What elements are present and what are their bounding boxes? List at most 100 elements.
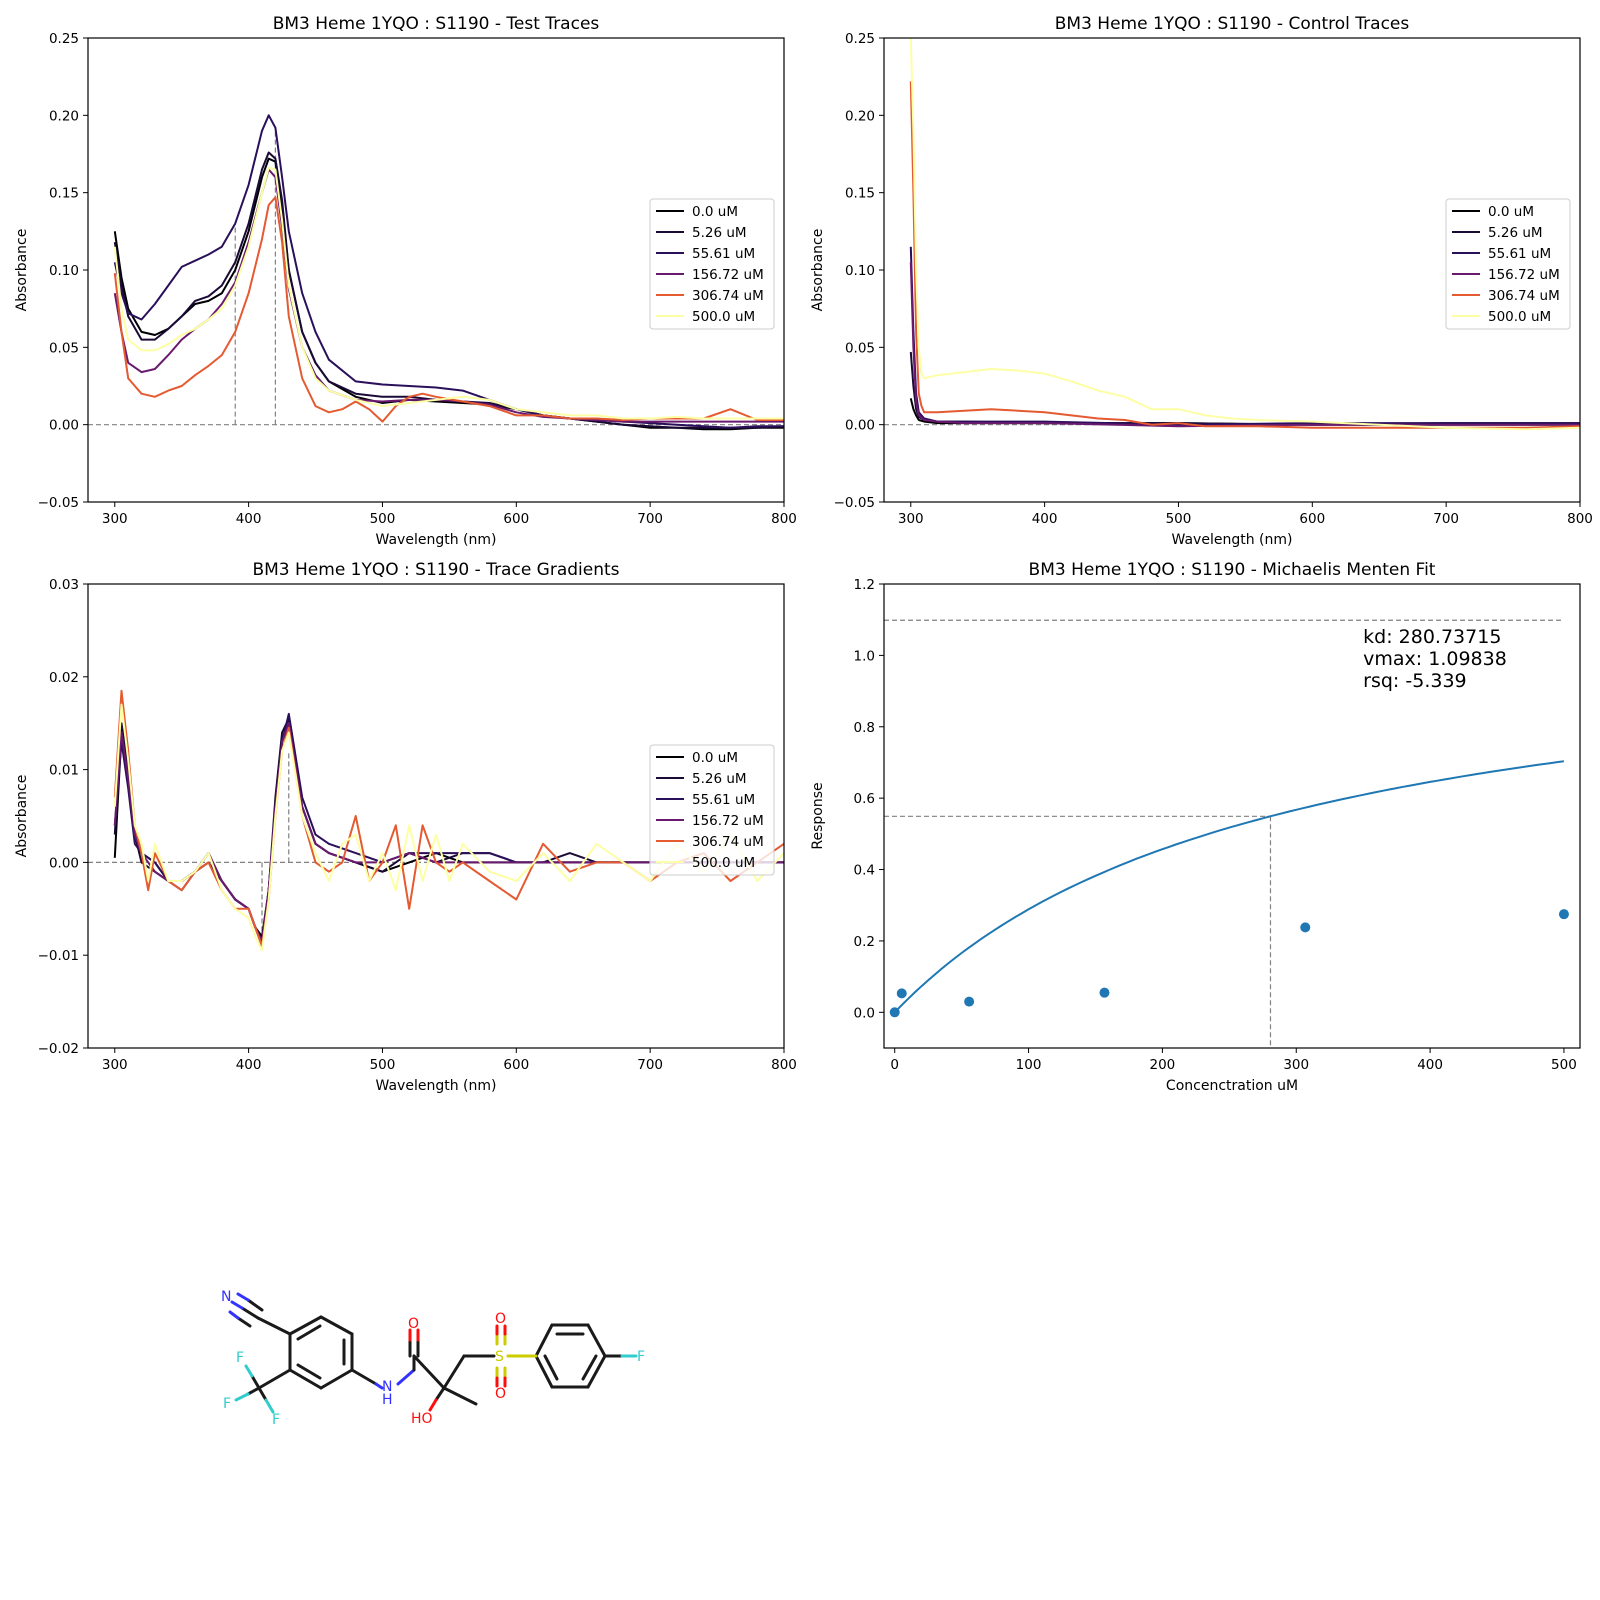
legend-entry: 306.74 uM — [1488, 288, 1560, 304]
y-tick-label: 0.6 — [854, 791, 875, 807]
aryl-f-label: F — [637, 1349, 645, 1365]
amide-h-label: H — [382, 1392, 393, 1408]
fit-annotation: rsq: -5.339 — [1363, 670, 1466, 692]
hydroxyl-bond — [428, 1386, 446, 1412]
amide-n-bonds — [374, 1354, 416, 1390]
chart-title: BM3 Heme 1YQO : S1190 - Michaelis Menten… — [1029, 560, 1436, 580]
legend-entry: 55.61 uM — [692, 246, 755, 262]
series-line — [909, 351, 1580, 426]
data-point — [1099, 987, 1110, 998]
y-tick-label: 0.8 — [854, 720, 875, 736]
series-line — [909, 262, 1580, 428]
x-tick-label: 600 — [503, 511, 529, 527]
y-tick-label: −0.05 — [834, 495, 875, 511]
y-tick-label: 1.0 — [854, 648, 875, 664]
data-point — [1300, 922, 1311, 933]
legend-entry: 500.0 uM — [1488, 309, 1551, 325]
x-tick-label: 400 — [1417, 1057, 1443, 1073]
data-point — [889, 1007, 900, 1018]
amide-n-label: N — [382, 1379, 392, 1395]
y-tick-label: 1.2 — [854, 577, 875, 593]
legend-entry: 500.0 uM — [692, 309, 755, 325]
legend-entry: 55.61 uM — [1488, 246, 1551, 262]
y-tick-label: 0.05 — [845, 340, 875, 356]
x-tick-label: 300 — [102, 511, 128, 527]
molecule-structure: N F F F O N H HO S O O F — [221, 1289, 645, 1428]
y-tick-label: −0.05 — [38, 495, 79, 511]
y-axis-label: Response — [810, 782, 826, 849]
series-line — [113, 151, 784, 429]
plot-frame — [87, 583, 785, 1049]
plot-frame — [87, 37, 785, 503]
plot-area — [884, 619, 1569, 1048]
x-tick-label: 100 — [1016, 1057, 1042, 1073]
x-axis-label: Wavelength (nm) — [1172, 532, 1293, 548]
y-axis-label: Absorbance — [14, 229, 30, 312]
x-tick-label: 800 — [771, 1057, 797, 1073]
x-tick-label: 500 — [370, 511, 396, 527]
x-tick-label: 200 — [1150, 1057, 1176, 1073]
x-tick-label: 500 — [1166, 511, 1192, 527]
y-tick-label: 0.10 — [49, 263, 79, 279]
y-tick-label: 0.10 — [845, 263, 875, 279]
y-tick-label: 0.01 — [49, 763, 79, 779]
x-tick-label: 800 — [771, 511, 797, 527]
legend: 0.0 uM 5.26 uM 55.61 uM 156.72 uM 306.74 uM 5… — [1445, 198, 1571, 330]
hydroxyl-label: HO — [411, 1411, 433, 1427]
x-tick-label: 700 — [637, 1057, 663, 1073]
legend-entry: 5.26 uM — [692, 771, 747, 787]
f-label-left: F — [223, 1396, 231, 1412]
x-tick-label: 700 — [1433, 511, 1459, 527]
plot-area — [88, 689, 784, 952]
x-tick-label: 400 — [236, 511, 262, 527]
y-tick-label: 0.00 — [49, 418, 79, 434]
legend: 0.0 uM 5.26 uM 55.61 uM 156.72 uM 306.74 uM 5… — [649, 198, 775, 330]
x-tick-label: 300 — [898, 511, 924, 527]
sulfonyl-o-bottom-label: O — [495, 1386, 506, 1402]
fit-annotation: kd: 280.73715 — [1363, 626, 1501, 648]
legend-entry: 156.72 uM — [692, 267, 764, 283]
sulfonyl-bonds — [486, 1324, 538, 1388]
trace-gradients-panel: BM3 Heme 1YQO : S1190 - Trace Gradients W… — [14, 560, 797, 1094]
legend-entry: 156.72 uM — [692, 813, 764, 829]
sulfonyl-o-top-label: O — [495, 1311, 506, 1327]
chart-title: BM3 Heme 1YQO : S1190 - Test Traces — [273, 14, 600, 34]
y-tick-label: 0.2 — [854, 934, 875, 950]
y-tick-label: 0.15 — [49, 186, 79, 202]
y-axis-label: Absorbance — [810, 229, 826, 312]
x-tick-label: 500 — [1551, 1057, 1577, 1073]
data-point — [964, 996, 975, 1007]
x-tick-label: 600 — [503, 1057, 529, 1073]
y-tick-label: 0.20 — [845, 108, 875, 124]
michaelis-menten-panel: BM3 Heme 1YQO : S1190 - Michaelis Menten… — [810, 560, 1581, 1094]
f-label-top: F — [236, 1350, 244, 1366]
carbonyl-o-label: O — [408, 1316, 419, 1332]
y-tick-label: 0.25 — [49, 31, 79, 47]
y-tick-label: 0.4 — [854, 863, 875, 879]
series-line — [113, 166, 784, 420]
test-traces-panel: BM3 Heme 1YQO : S1190 - Test Traces Wavel… — [14, 14, 797, 548]
y-axis-label: Absorbance — [14, 775, 30, 858]
data-point — [896, 988, 907, 999]
y-tick-label: 0.02 — [49, 670, 79, 686]
nitrile-n-label: N — [221, 1289, 231, 1305]
legend-entry: 306.74 uM — [692, 288, 764, 304]
data-point — [1558, 909, 1569, 920]
cf3-bonds — [234, 1364, 275, 1414]
x-axis-label: Wavelength (nm) — [376, 1078, 497, 1094]
x-tick-label: 300 — [1283, 1057, 1309, 1073]
series-line — [113, 689, 784, 947]
y-tick-label: −0.02 — [38, 1041, 79, 1057]
y-tick-label: 0.00 — [845, 418, 875, 434]
x-axis-label: Concenctration uM — [1166, 1078, 1298, 1094]
molecule-bonds — [256, 1315, 607, 1406]
nitrile-bonds — [228, 1292, 264, 1328]
x-axis-label: Wavelength (nm) — [376, 532, 497, 548]
legend-entry: 0.0 uM — [692, 750, 738, 766]
x-tick-label: 500 — [370, 1057, 396, 1073]
y-tick-label: 0.0 — [854, 1005, 875, 1021]
plot-frame — [883, 37, 1581, 503]
legend-entry: 0.0 uM — [692, 204, 738, 220]
legend-entry: 306.74 uM — [692, 834, 764, 850]
